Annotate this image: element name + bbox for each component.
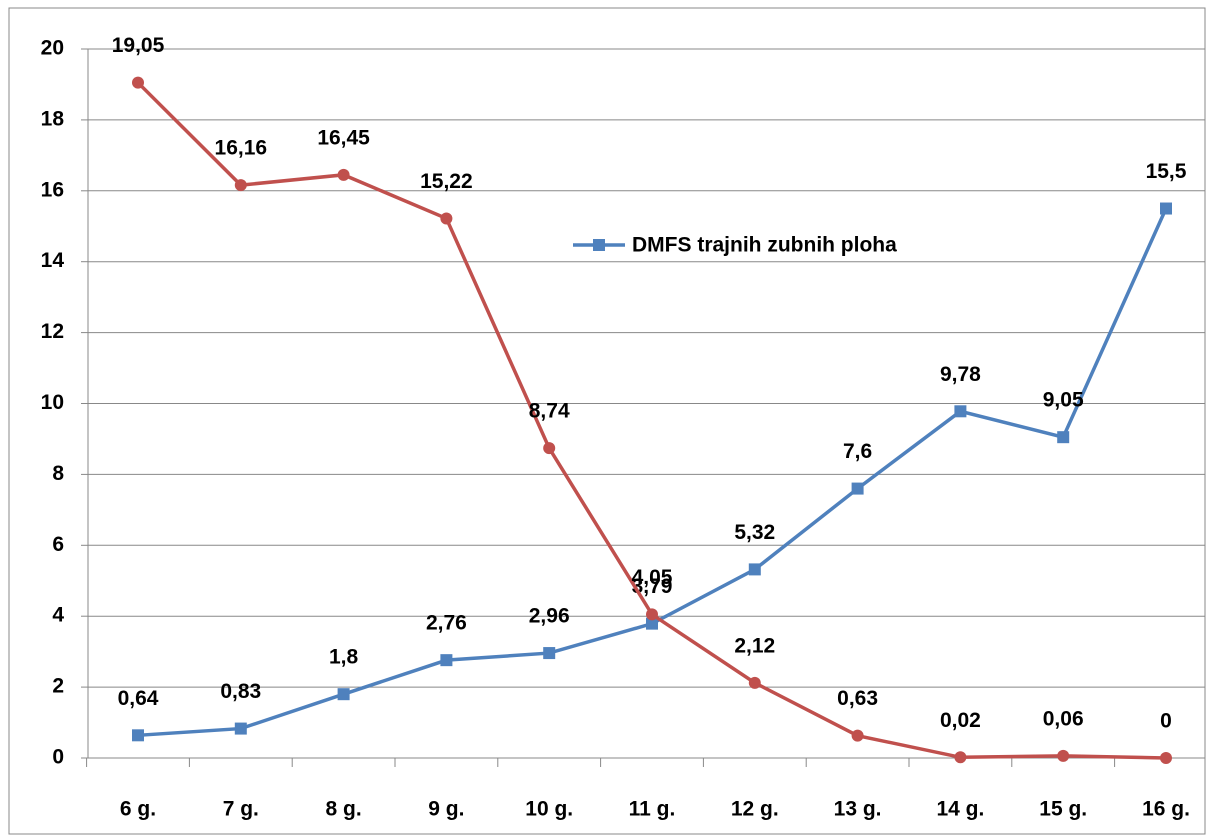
- point-marker: [543, 442, 556, 455]
- point-marker: [132, 76, 144, 89]
- series-line: [136, 81, 1167, 760]
- x-tick-label: 6 g.: [120, 798, 156, 821]
- x-tick-label: 15 g.: [1039, 798, 1087, 821]
- y-tick-label: 0: [52, 746, 64, 769]
- y-tick-label: 14: [41, 249, 65, 272]
- point-marker: [748, 676, 761, 689]
- data-label: 9,78: [940, 363, 981, 386]
- y-tick-label: 16: [41, 178, 64, 201]
- x-tick-label: 12 g.: [731, 798, 779, 821]
- x-tick-label: 10 g.: [525, 798, 573, 821]
- data-label: 15,5: [1146, 160, 1187, 183]
- data-label: 19,05: [112, 34, 165, 57]
- y-tick-label: 6: [52, 533, 64, 556]
- y-tick-label: 20: [41, 37, 64, 60]
- data-label: 2,12: [734, 634, 775, 657]
- x-tick-label: 11 g.: [629, 798, 676, 821]
- data-label: 1,8: [329, 646, 359, 669]
- point-marker: [234, 722, 247, 735]
- chart-frame: [8, 7, 1206, 835]
- data-label: 0,02: [940, 709, 981, 732]
- point-marker: [748, 563, 761, 576]
- data-label: 2,76: [426, 612, 467, 635]
- y-tick-label: 8: [52, 462, 64, 485]
- x-tick-label: 7 g.: [223, 798, 259, 821]
- point-marker: [954, 405, 967, 418]
- y-tick-label: 4: [52, 604, 64, 627]
- data-label: 9,05: [1043, 389, 1084, 412]
- data-label: 16,45: [317, 126, 370, 149]
- x-tick-label: 13 g.: [834, 798, 882, 821]
- point-marker: [543, 647, 556, 660]
- series-line: [137, 207, 1168, 738]
- point-marker: [337, 688, 350, 701]
- data-label: 0: [1160, 710, 1172, 733]
- x-tick-label: 8 g.: [326, 798, 362, 821]
- y-tick-label: 2: [52, 675, 64, 698]
- point-marker: [954, 751, 967, 764]
- point-marker: [440, 654, 453, 667]
- point-marker: [440, 212, 453, 225]
- data-label: 15,22: [420, 170, 473, 193]
- point-marker: [646, 608, 658, 621]
- data-label: 7,6: [843, 440, 872, 463]
- point-marker: [234, 179, 247, 192]
- point-marker: [1160, 752, 1172, 764]
- legend-label: DMFS trajnih zubnih ploha: [632, 234, 897, 257]
- data-label: 3,79: [632, 575, 673, 598]
- y-tick-label: 12: [41, 320, 64, 343]
- data-label: 4,05: [632, 566, 673, 589]
- legend-marker: [593, 239, 605, 251]
- data-label: 2,96: [529, 605, 570, 628]
- x-tick-label: 14 g.: [936, 798, 984, 821]
- point-marker: [851, 482, 864, 495]
- point-marker: [337, 168, 350, 181]
- y-tick-label: 10: [41, 391, 64, 414]
- data-label: 0,83: [220, 680, 261, 703]
- point-marker: [132, 729, 144, 742]
- data-label: 0,06: [1043, 707, 1084, 730]
- data-label: 0,63: [837, 687, 878, 710]
- data-label: 5,32: [734, 521, 775, 544]
- point-marker: [1057, 749, 1070, 762]
- data-label: 16,16: [215, 137, 268, 160]
- x-tick-label: 9 g.: [428, 798, 464, 821]
- x-tick-label: 16 g.: [1142, 798, 1190, 821]
- data-label: 8,74: [529, 400, 570, 423]
- data-label: 0,64: [118, 687, 159, 710]
- point-marker: [1160, 202, 1172, 215]
- point-marker: [851, 729, 864, 742]
- point-marker: [646, 617, 658, 630]
- y-tick-label: 18: [41, 107, 65, 130]
- point-marker: [1057, 431, 1070, 444]
